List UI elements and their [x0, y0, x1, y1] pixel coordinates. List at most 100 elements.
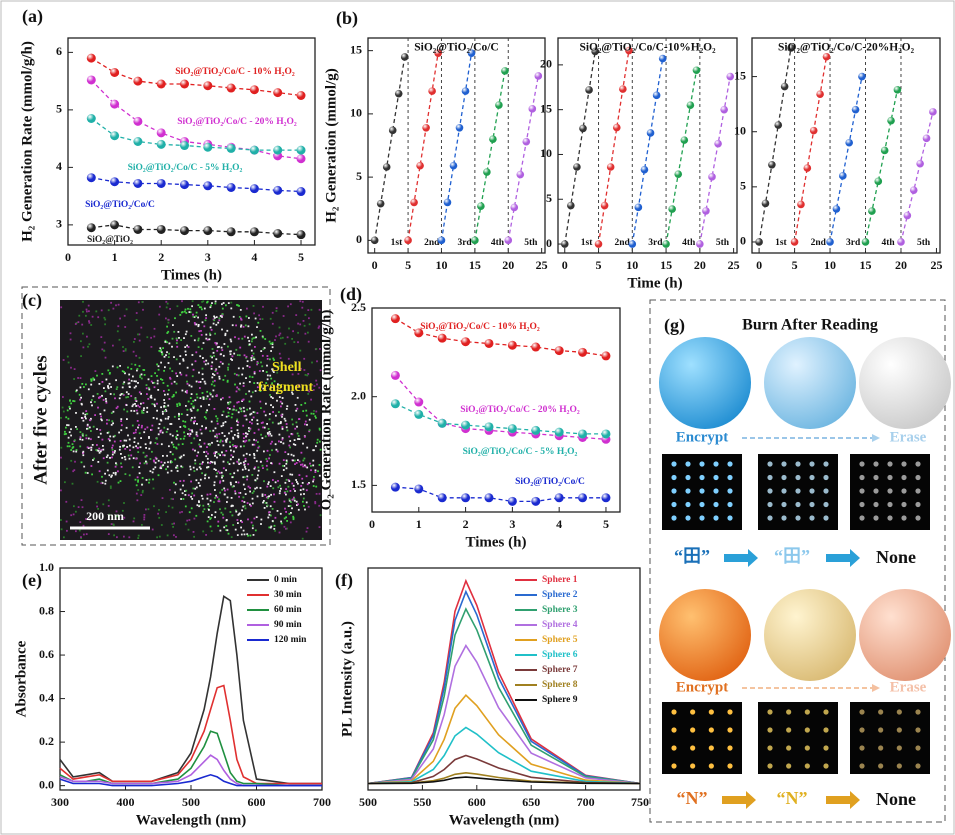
grid-dot — [795, 501, 801, 508]
speckle — [192, 466, 195, 469]
grid-dot — [671, 745, 677, 751]
speckle — [158, 423, 161, 425]
data-point — [692, 66, 701, 75]
speckle — [213, 468, 216, 470]
speckle — [284, 389, 287, 391]
speckle — [166, 534, 169, 537]
data-point — [249, 227, 259, 237]
grid-dot — [809, 488, 815, 494]
speckle — [242, 461, 245, 464]
speckle — [138, 432, 141, 435]
data-point — [646, 129, 655, 137]
speckle — [199, 387, 201, 389]
speckle — [291, 473, 294, 476]
speckle — [221, 328, 223, 331]
speckle — [293, 499, 296, 502]
series-line — [395, 486, 606, 503]
speckle — [266, 449, 269, 452]
speckle — [86, 423, 89, 426]
speckle — [81, 438, 84, 441]
data-point — [226, 183, 236, 192]
speckle — [291, 498, 294, 501]
speckle — [281, 438, 284, 441]
speckle — [273, 524, 276, 527]
speckle — [271, 368, 273, 371]
data-point — [489, 135, 497, 143]
speckle — [300, 485, 303, 487]
speckle — [309, 462, 311, 465]
speckle — [238, 354, 241, 357]
speckle — [92, 395, 95, 398]
grid-dot — [713, 474, 719, 481]
speckle — [146, 411, 149, 413]
data-point — [86, 114, 96, 123]
speckle — [209, 430, 212, 432]
speckle — [211, 441, 213, 444]
speckle — [292, 518, 295, 521]
speckle — [314, 415, 317, 418]
speckle — [146, 426, 149, 429]
cycle-label: 5th — [524, 238, 538, 248]
speckle — [163, 405, 166, 407]
speckle — [242, 424, 245, 427]
panel-label: (f) — [335, 570, 353, 591]
data-point — [390, 482, 400, 492]
speckle — [90, 465, 93, 467]
speckle — [200, 334, 203, 336]
speckle — [221, 432, 224, 434]
speckle — [193, 322, 196, 324]
sphere — [859, 337, 951, 429]
speckle — [103, 349, 105, 352]
speckle — [244, 466, 246, 468]
speckle — [301, 463, 304, 466]
speckle — [107, 387, 110, 390]
speckle — [256, 386, 259, 389]
speckle — [300, 463, 302, 466]
speckle — [263, 500, 265, 502]
series-label: SiO₂@TiO₂/Co/C — [85, 200, 155, 210]
speckle — [230, 454, 233, 457]
speckle — [80, 417, 83, 419]
speckle — [145, 387, 148, 390]
speckle — [257, 362, 259, 365]
speckle — [298, 474, 301, 476]
speckle — [294, 463, 296, 465]
speckle — [79, 521, 82, 523]
speckle — [179, 355, 182, 357]
speckle — [216, 472, 219, 475]
speckle — [213, 379, 216, 382]
speckle — [201, 425, 203, 428]
data-point — [133, 178, 143, 188]
speckle — [219, 472, 221, 474]
speckle — [134, 363, 137, 366]
speckle — [106, 454, 109, 457]
grid-dot — [795, 488, 801, 494]
speckle — [253, 438, 255, 441]
grid-dot — [671, 763, 677, 769]
speckle — [118, 397, 121, 400]
speckle — [136, 420, 139, 422]
data-point — [780, 82, 789, 91]
speckle — [137, 382, 139, 384]
grid-dot — [901, 515, 907, 521]
speckle — [269, 505, 272, 508]
speckle — [114, 397, 116, 400]
speckle — [179, 438, 182, 440]
speckle — [297, 435, 300, 437]
grid-dot — [823, 488, 829, 494]
speckle — [205, 317, 207, 319]
speckle — [97, 406, 99, 409]
speckle — [230, 427, 233, 429]
series-line — [367, 726, 641, 785]
speckle — [218, 346, 220, 348]
panel-label: (a) — [22, 6, 43, 27]
speckle — [90, 430, 92, 432]
speckle — [164, 366, 166, 369]
speckle — [147, 508, 150, 511]
speckle — [147, 386, 150, 389]
speckle — [167, 362, 170, 364]
speckle — [223, 487, 226, 490]
speckle — [318, 325, 321, 328]
grid-dot — [786, 727, 792, 733]
speckle — [122, 394, 125, 396]
